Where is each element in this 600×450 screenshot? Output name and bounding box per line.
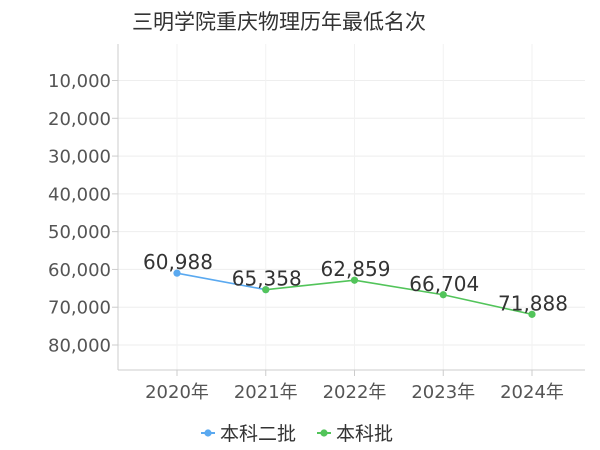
- x-tick-label: 2021年: [234, 382, 298, 403]
- x-tick-label: 2023年: [411, 382, 475, 403]
- data-point-2: [439, 291, 447, 299]
- chart-title: 三明学院重庆物理历年最低名次: [132, 10, 426, 34]
- data-point-2: [350, 276, 359, 284]
- data-labels: 60,988 65,358 62,859 66,704 71,888: [143, 250, 568, 315]
- x-tick-label: 2022年: [323, 382, 387, 403]
- y-tick-label: 60,000: [48, 260, 111, 281]
- series-line-2: [265, 279, 533, 316]
- series-line-1: [176, 272, 266, 291]
- y-tick-label: 10,000: [48, 71, 111, 92]
- y-tick-label: 20,000: [48, 109, 111, 130]
- y-tick-label: 80,000: [48, 336, 111, 357]
- y-tick-label: 50,000: [48, 222, 111, 243]
- data-point-2: [528, 310, 536, 318]
- grid-lines: [118, 44, 585, 370]
- x-axis-ticks: 2020年 2021年 2022年 2023年 2024年: [145, 382, 564, 403]
- legend-label: 本科批: [336, 423, 393, 445]
- data-point-1: [173, 269, 181, 277]
- y-tick-label: 40,000: [48, 184, 111, 205]
- legend-swatch-dot: [204, 429, 212, 437]
- y-tick-label: 30,000: [48, 147, 111, 168]
- data-label: 65,358: [232, 267, 302, 291]
- data-label: 66,704: [409, 272, 479, 296]
- data-label: 60,988: [143, 250, 213, 274]
- series-layer: [173, 269, 536, 318]
- y-tick-label: 70,000: [48, 298, 111, 319]
- legend-swatch-dot: [320, 429, 328, 437]
- x-tick-label: 2024年: [500, 382, 564, 403]
- y-axis-ticks: 10,000 20,000 30,000 40,000 50,000 60,000 70,0…: [48, 71, 111, 357]
- axes: [112, 44, 585, 376]
- legend-label: 本科二批: [220, 423, 296, 445]
- data-label: 71,888: [498, 291, 568, 315]
- x-tick-label: 2020年: [145, 382, 209, 403]
- data-label: 62,859: [321, 257, 391, 281]
- data-point-2: [262, 286, 270, 294]
- legend: 本科二批 本科批: [201, 423, 393, 445]
